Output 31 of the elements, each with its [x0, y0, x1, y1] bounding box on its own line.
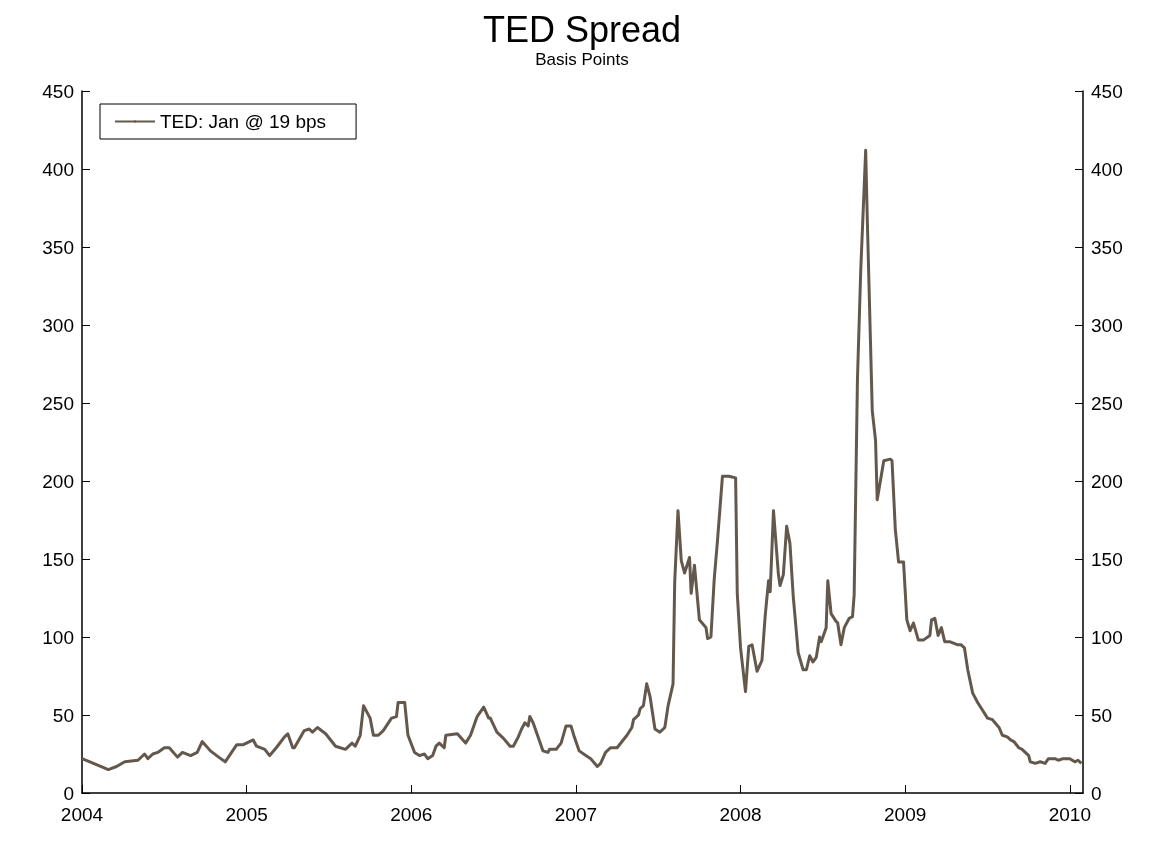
chart-title: TED Spread	[482, 8, 682, 50]
x-tick-label: 2007	[554, 804, 598, 825]
y2-tick-label: 50	[1091, 704, 1113, 726]
y-tick-label: 350	[42, 236, 74, 258]
chart-subtitle: Basis Points	[535, 50, 629, 69]
x-tick-label: 2010	[1048, 804, 1091, 825]
y-tick-label: 0	[63, 782, 74, 804]
y-tick-label: 300	[42, 314, 74, 336]
y-tick-label: 450	[42, 80, 74, 102]
y2-tick-label: 400	[1091, 158, 1123, 180]
y2-tick-label: 200	[1091, 470, 1123, 492]
x-tick-label: 2008	[719, 804, 762, 825]
x-tick-label: 2005	[225, 804, 268, 825]
y2-tick-label: 300	[1091, 314, 1123, 336]
y-tick-label: 400	[42, 158, 74, 180]
y2-tick-label: 150	[1091, 548, 1123, 570]
x-tick-label: 2004	[60, 804, 104, 825]
y2-tick-label: 0	[1091, 782, 1102, 804]
y-tick-label: 200	[42, 470, 74, 492]
y2-tick-label: 450	[1091, 80, 1123, 102]
x-tick-label: 2006	[390, 804, 433, 825]
y2-tick-label: 350	[1091, 236, 1123, 258]
legend-label: TED: Jan @ 19 bps	[160, 111, 327, 132]
y2-tick-label: 250	[1091, 392, 1123, 414]
y-tick-label: 150	[42, 548, 74, 570]
y-tick-label: 250	[42, 392, 74, 414]
x-tick-label: 2009	[884, 804, 927, 825]
y-tick-label: 100	[42, 626, 74, 648]
y-tick-label: 50	[52, 704, 74, 726]
y2-tick-label: 100	[1091, 626, 1123, 648]
line-series	[80, 148, 1083, 772]
